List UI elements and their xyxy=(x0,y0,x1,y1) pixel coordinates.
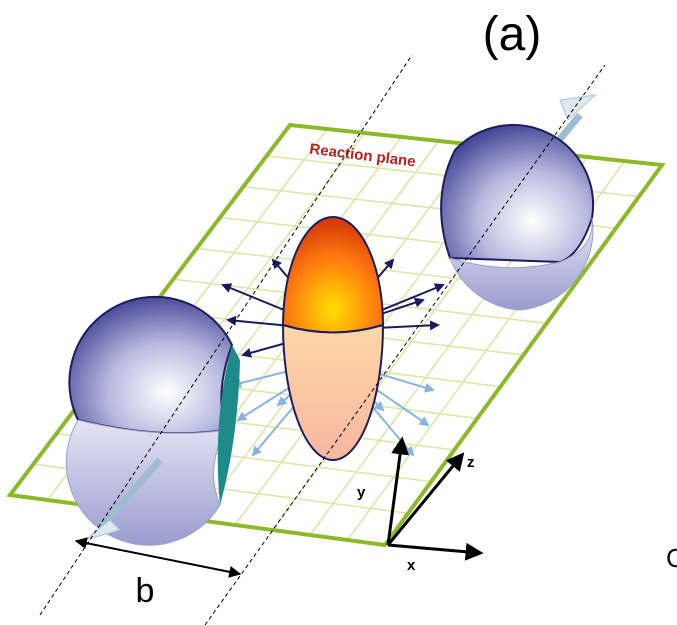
panel-label: (a) xyxy=(483,8,542,61)
axis-label: x xyxy=(407,557,416,574)
impact-label: b xyxy=(136,572,155,610)
axis-label: z xyxy=(467,454,475,471)
edge-text: C xyxy=(666,543,677,573)
figure: Reaction plane y z x b (a) C xyxy=(0,0,677,625)
impact-arrow xyxy=(76,541,240,574)
fireball xyxy=(283,217,383,460)
left-nucleus xyxy=(66,297,240,545)
right-nucleus xyxy=(441,95,595,310)
beam-line xyxy=(205,65,605,625)
axis-label: y xyxy=(357,484,366,501)
